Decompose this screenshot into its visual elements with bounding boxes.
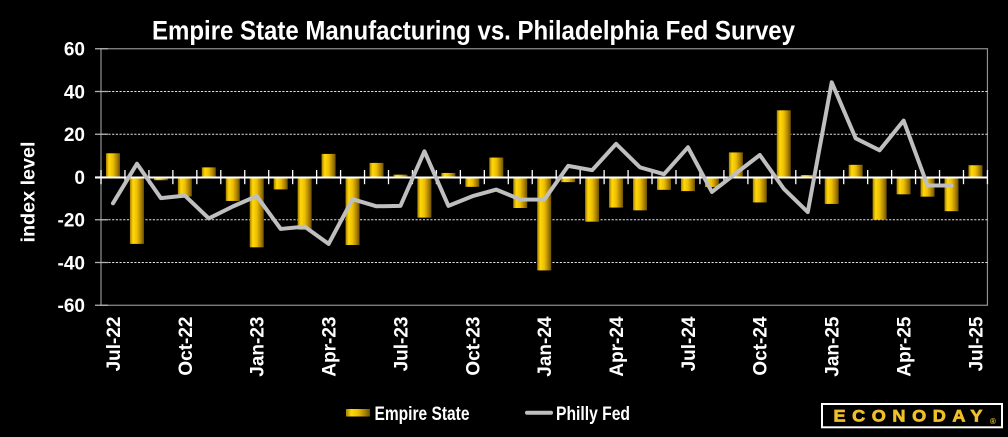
svg-text:ECONODAY: ECONODAY bbox=[834, 408, 990, 426]
svg-text:Jul-23: Jul-23 bbox=[391, 317, 412, 372]
svg-text:Oct-23: Oct-23 bbox=[463, 317, 484, 376]
svg-text:Apr-24: Apr-24 bbox=[607, 316, 628, 377]
svg-text:20: 20 bbox=[64, 125, 85, 146]
svg-text:Apr-25: Apr-25 bbox=[894, 316, 915, 377]
svg-text:Empire State Manufacturing vs.: Empire State Manufacturing vs. Philadelp… bbox=[152, 16, 795, 46]
svg-text:60: 60 bbox=[64, 40, 85, 61]
svg-text:Oct-24: Oct-24 bbox=[751, 316, 772, 376]
svg-text:Jan-25: Jan-25 bbox=[823, 316, 844, 377]
svg-text:Jul-22: Jul-22 bbox=[104, 317, 125, 372]
svg-text:-20: -20 bbox=[58, 211, 85, 232]
svg-text:Jul-25: Jul-25 bbox=[966, 316, 987, 371]
svg-text:Apr-23: Apr-23 bbox=[320, 317, 341, 377]
svg-text:Jan-24: Jan-24 bbox=[535, 316, 556, 377]
svg-text:Empire State: Empire State bbox=[375, 404, 470, 425]
svg-text:index level: index level bbox=[19, 142, 40, 243]
svg-text:40: 40 bbox=[64, 82, 85, 103]
svg-text:Philly Fed: Philly Fed bbox=[556, 404, 630, 425]
svg-text:-40: -40 bbox=[58, 253, 85, 274]
svg-text:Jan-23: Jan-23 bbox=[248, 317, 269, 377]
svg-text:Jul-24: Jul-24 bbox=[679, 316, 700, 371]
svg-text:-60: -60 bbox=[58, 296, 85, 317]
svg-text:Oct-22: Oct-22 bbox=[176, 317, 197, 376]
svg-text:®: ® bbox=[990, 417, 996, 426]
svg-text:0: 0 bbox=[74, 168, 85, 189]
